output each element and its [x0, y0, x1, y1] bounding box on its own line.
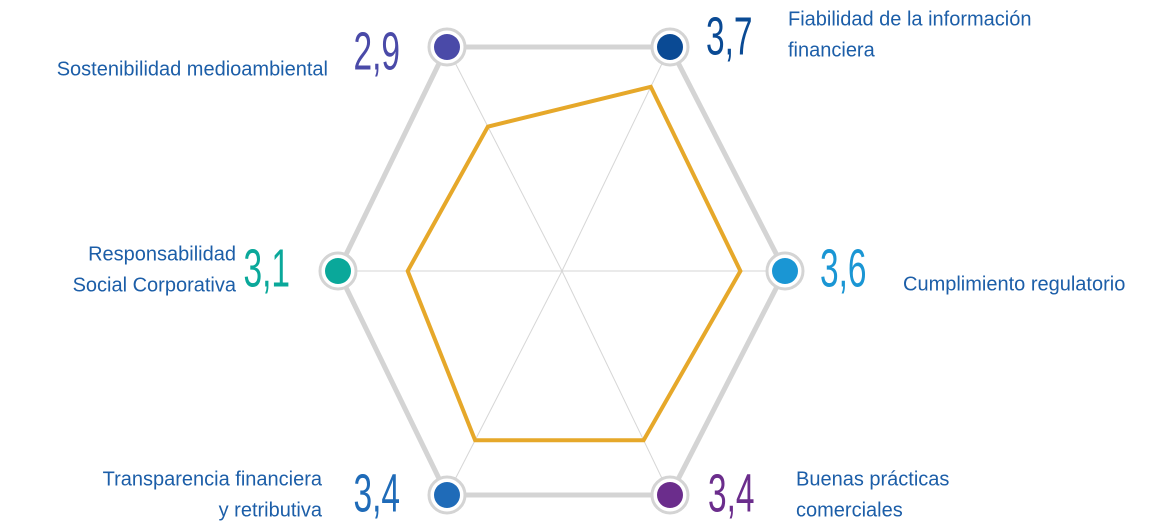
- marker: [434, 482, 460, 508]
- category-label: financiera: [788, 39, 876, 61]
- value-group: 3,4: [353, 462, 400, 523]
- spoke: [446, 46, 563, 272]
- category-label: Cumplimiento regulatorio: [903, 273, 1125, 295]
- category-label: y retributiva: [219, 499, 323, 521]
- marker: [772, 258, 798, 284]
- spoke: [561, 46, 671, 272]
- category-label: Fiabilidad de la información: [788, 8, 1031, 30]
- spoke: [446, 270, 563, 496]
- category-label: Responsabilidad: [88, 243, 236, 265]
- value-label: 3,4: [708, 462, 755, 523]
- value-group: 2,9: [353, 20, 400, 81]
- category-label: comerciales: [796, 499, 903, 521]
- category-label: Transparencia financiera: [103, 468, 323, 490]
- value-label: 3,4: [353, 462, 400, 523]
- value-label: 3,6: [820, 237, 867, 298]
- value-label: 3,7: [706, 5, 753, 66]
- value-label: 2,9: [353, 20, 400, 81]
- marker: [657, 34, 683, 60]
- spoke: [561, 270, 671, 496]
- marker: [434, 34, 460, 60]
- value-group: 3,7: [706, 5, 753, 66]
- marker: [657, 482, 683, 508]
- category-label: Social Corporativa: [73, 274, 237, 296]
- data-line: [405, 84, 743, 443]
- category-label: Buenas prácticas: [796, 468, 949, 490]
- category-label: Sostenibilidad medioambiental: [57, 58, 328, 80]
- value-group: 3,4: [708, 462, 755, 523]
- marker: [325, 258, 351, 284]
- value-group: 3,1: [243, 237, 290, 298]
- value-group: 3,6: [820, 237, 867, 298]
- value-label: 3,1: [243, 237, 290, 298]
